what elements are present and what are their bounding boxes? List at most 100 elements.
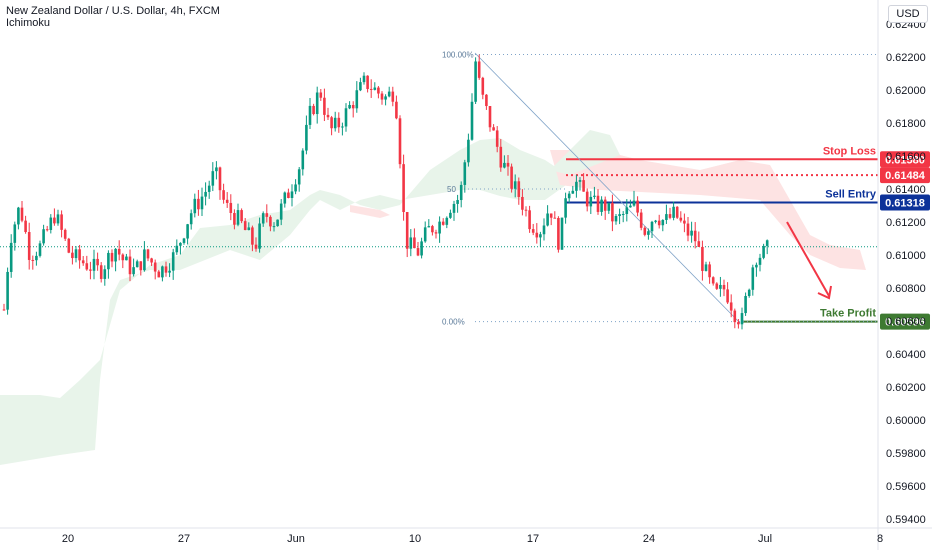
candle-body: [344, 108, 348, 127]
candle-body: [63, 229, 67, 239]
candle-body: [139, 261, 143, 271]
candle-body: [416, 248, 420, 256]
candle-body: [99, 265, 103, 279]
candle-body: [755, 264, 758, 268]
candle-body: [366, 75, 369, 89]
candle-body: [657, 220, 661, 226]
price-level-name: Take Profit: [820, 308, 876, 320]
candle-body: [78, 249, 81, 261]
candle-body: [636, 200, 639, 213]
x-tick-label: Jul: [758, 533, 772, 545]
candle-body: [71, 252, 74, 259]
candle-body: [531, 229, 535, 233]
price-level-tag: [880, 167, 930, 184]
candle-body: [470, 101, 474, 140]
candle-body: [575, 181, 578, 191]
candle-body: [13, 224, 17, 243]
candle-body: [427, 226, 431, 228]
candle-body: [132, 267, 135, 275]
candle-body: [369, 88, 373, 90]
candle-body: [686, 223, 690, 236]
candle-body: [89, 269, 92, 271]
price-level-tag: [880, 151, 930, 168]
candle-body: [290, 191, 294, 199]
candle-body: [675, 206, 679, 218]
x-tick-label: 20: [62, 533, 74, 545]
candle-body: [661, 219, 665, 226]
candle-body: [272, 226, 276, 228]
candle-body: [211, 171, 215, 186]
candle-body: [153, 262, 157, 272]
candle-body: [305, 124, 308, 151]
candle-body: [179, 242, 182, 246]
candle-body: [283, 192, 287, 204]
y-tick-label: 0.61800: [886, 118, 926, 130]
candle-body: [560, 217, 564, 250]
candle-body: [24, 220, 27, 233]
candle-body: [449, 212, 452, 218]
candle-body: [355, 90, 359, 109]
y-tick-label: 0.60800: [886, 283, 926, 295]
candle-body: [729, 302, 733, 311]
candle-body: [326, 114, 330, 118]
candle-body: [204, 191, 207, 197]
currency-button[interactable]: USD: [888, 5, 928, 23]
candle-body: [503, 162, 506, 168]
x-tick-label: 27: [178, 533, 190, 545]
candle-body: [114, 248, 117, 262]
candle-body: [632, 200, 636, 206]
candle-body: [301, 150, 305, 170]
candle-body: [164, 266, 168, 273]
candle-body: [553, 217, 557, 219]
candle-body: [643, 227, 647, 235]
candle-body: [171, 252, 175, 271]
candle-body: [236, 210, 240, 225]
candle-body: [639, 212, 643, 228]
price-level-tag: [880, 313, 930, 330]
candle-body: [495, 130, 499, 147]
candle-body: [229, 202, 233, 213]
candle-body: [719, 284, 722, 289]
candle-body: [726, 289, 729, 303]
candle-body: [665, 214, 668, 220]
candle-body: [600, 199, 603, 212]
price-level-value: 0.61484: [885, 170, 926, 182]
candle-body: [17, 207, 20, 225]
candle-body: [564, 198, 567, 218]
candle-body: [747, 289, 751, 296]
candle-body: [359, 82, 362, 91]
y-tick-label: 0.60600: [886, 316, 926, 328]
candle-body: [456, 200, 459, 204]
candle-body: [125, 256, 128, 261]
y-tick-label: 0.61000: [886, 250, 926, 262]
candle-body: [704, 264, 708, 271]
candle-body: [240, 210, 243, 222]
candle-body: [294, 184, 297, 192]
candle-body: [596, 195, 600, 212]
candle-body: [524, 209, 528, 211]
ichimoku-cloud-bullish: [0, 138, 566, 465]
candle-body: [423, 227, 427, 242]
candle-body: [215, 167, 218, 172]
candle-body: [121, 254, 125, 261]
candle-body: [218, 167, 222, 191]
candle-body: [668, 214, 672, 218]
candle-body: [67, 238, 71, 253]
fib-level-label: 0.00%: [442, 318, 465, 327]
candle-body: [31, 259, 35, 261]
candle-body: [276, 219, 279, 227]
candle-body: [146, 249, 150, 259]
price-level-tag: [880, 194, 930, 211]
x-tick-label: 10: [409, 533, 421, 545]
candle-body: [330, 117, 333, 129]
candle-body: [693, 230, 697, 242]
candle-body: [254, 244, 258, 249]
x-tick-label: 24: [643, 533, 655, 545]
candle-body: [679, 217, 683, 221]
candle-body: [593, 195, 596, 197]
candle-body: [143, 249, 146, 271]
candle-body: [585, 191, 589, 207]
price-level-name: Sell Entry: [825, 189, 877, 201]
candle-body: [481, 77, 485, 95]
